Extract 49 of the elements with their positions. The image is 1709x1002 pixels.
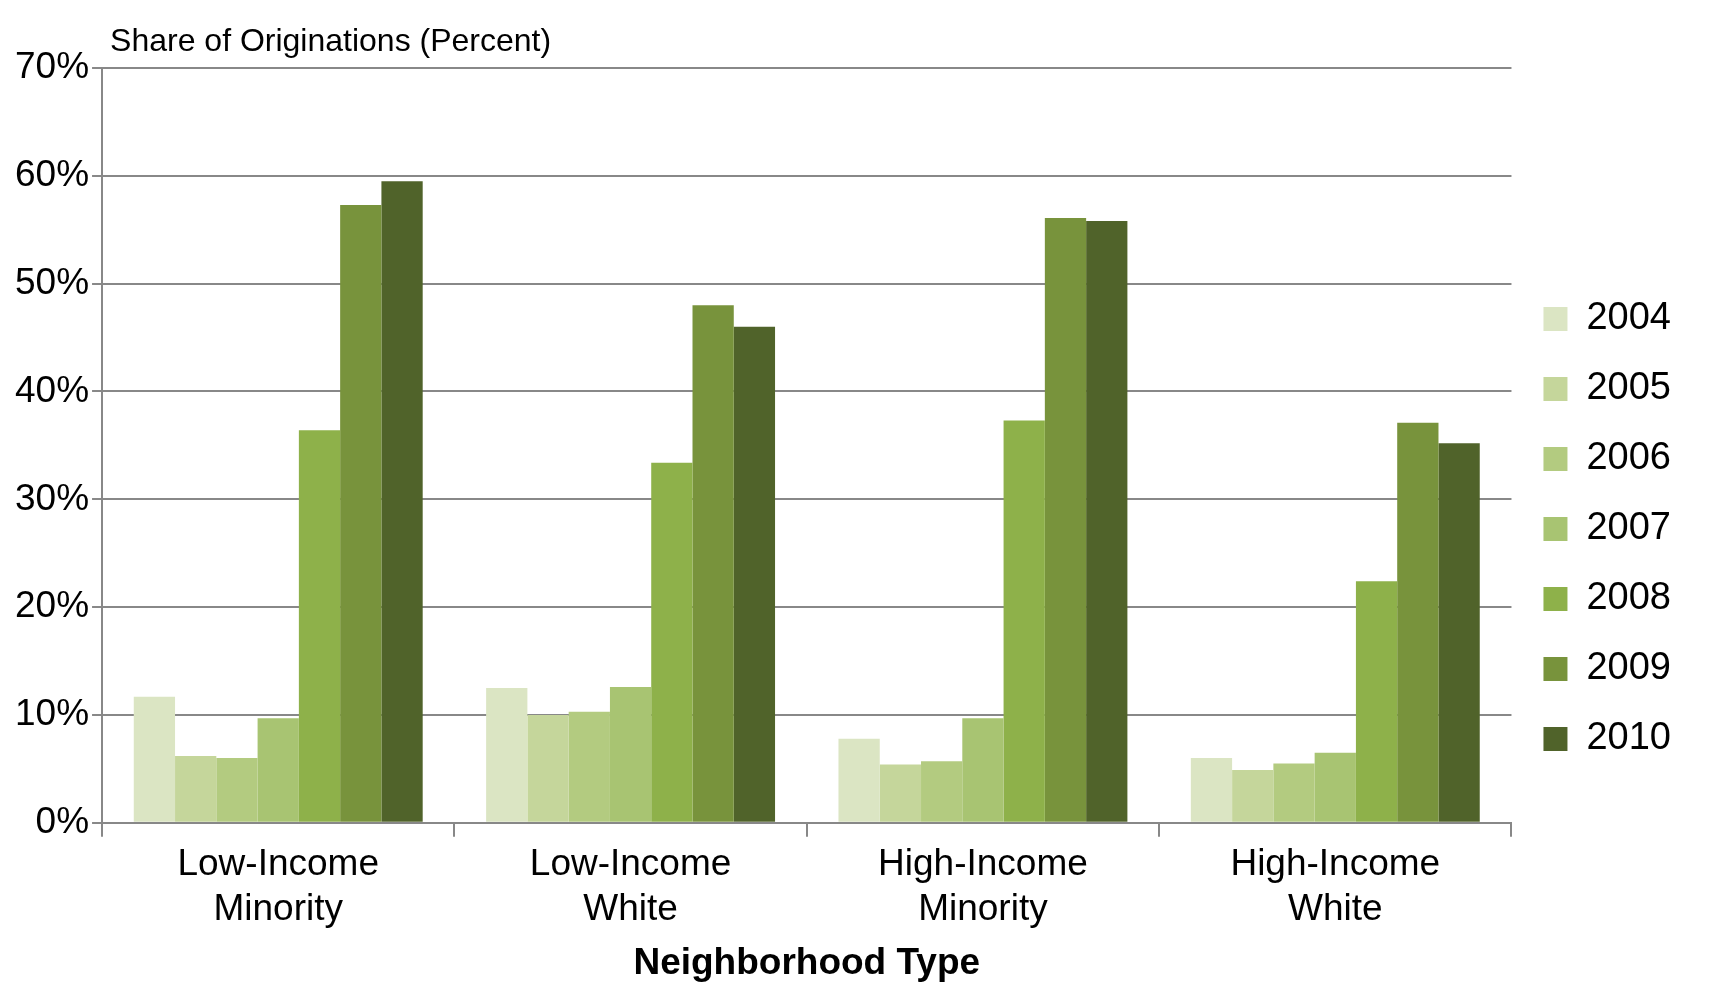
legend-label: 2010	[1586, 715, 1672, 758]
bar	[692, 305, 734, 822]
bar	[1086, 221, 1128, 822]
bar	[216, 758, 258, 822]
bar	[1003, 420, 1045, 822]
bar	[1232, 769, 1274, 822]
bar	[1190, 758, 1233, 822]
bar	[1355, 581, 1398, 822]
bar	[838, 738, 880, 822]
bar	[381, 181, 423, 822]
legend-label: 2009	[1586, 645, 1672, 688]
x-axis-title: Neighborhood Type	[633, 941, 981, 982]
legend-label: 2005	[1586, 365, 1672, 408]
y-tick-label: 70%	[14, 45, 90, 87]
legend-label: 2004	[1586, 295, 1672, 338]
y-tick-label: 60%	[14, 153, 90, 195]
bar	[133, 696, 176, 822]
x-tick-label: Low-Income Minority	[177, 842, 379, 928]
legend-label: 2006	[1586, 435, 1672, 478]
y-tick-label: 0%	[35, 800, 90, 841]
bar	[257, 718, 299, 822]
bar	[1314, 752, 1356, 822]
bar	[879, 764, 922, 822]
bar	[962, 718, 1004, 822]
y-tick-label: 30%	[14, 476, 90, 518]
bar	[651, 462, 693, 822]
bar	[1397, 422, 1439, 822]
x-tick-label: High-Income Minority	[878, 842, 1088, 928]
bar	[298, 430, 341, 822]
legend-label: 2007	[1586, 505, 1672, 548]
x-tick-label: Low-Income White	[529, 842, 732, 928]
y-tick-label: 10%	[14, 692, 90, 734]
y-tick-label: 20%	[14, 584, 90, 626]
bar	[527, 714, 569, 822]
bar	[568, 711, 610, 822]
bar	[1438, 443, 1480, 822]
y-axis-title: Share of Originations (Percent)	[110, 21, 552, 58]
x-tick-label: High-Income White	[1230, 842, 1441, 928]
bar	[175, 755, 217, 822]
y-tick-label: 50%	[14, 260, 90, 302]
bar	[1044, 217, 1087, 822]
bar	[340, 204, 382, 822]
y-tick-label: 40%	[14, 368, 90, 410]
bar	[733, 326, 776, 822]
bar	[1273, 763, 1315, 822]
bar	[609, 686, 652, 822]
bar	[921, 761, 963, 822]
legend-label: 2008	[1586, 575, 1672, 618]
bar	[486, 688, 528, 822]
